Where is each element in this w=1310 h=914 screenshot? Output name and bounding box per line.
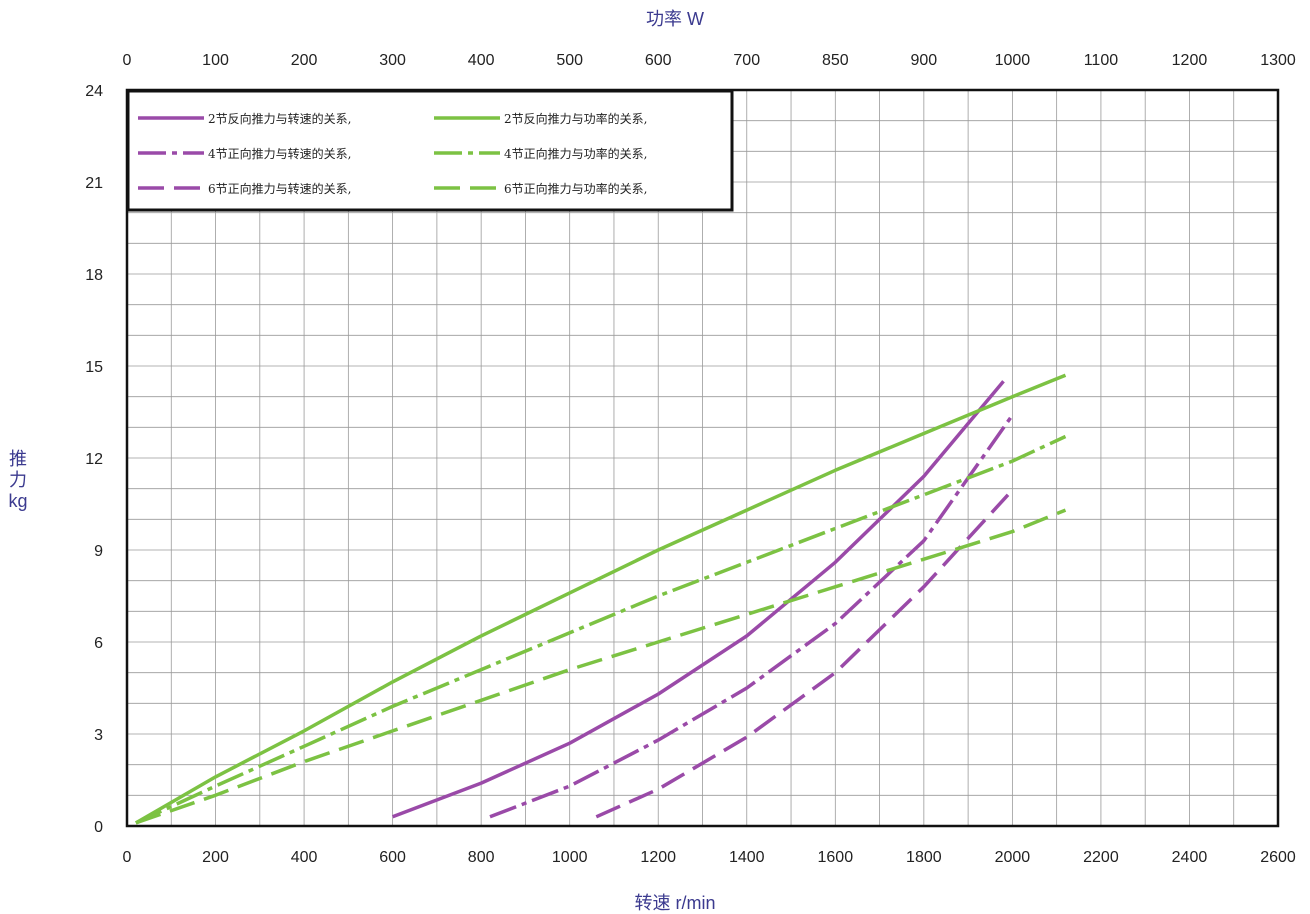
top-axis-tick-label: 1100 xyxy=(1084,52,1119,69)
x-tick-label: 200 xyxy=(202,849,229,866)
y-axis-title-line-2: 力 xyxy=(9,470,27,490)
x-tick-label: 1200 xyxy=(640,849,676,866)
top-axis-tick-label: 500 xyxy=(556,52,583,69)
legend-label-2: 2节反向推力与功率的关系, xyxy=(504,111,647,126)
top-axis-tick-label: 1000 xyxy=(995,52,1031,69)
x-tick-label: 800 xyxy=(468,849,495,866)
x-tick-label: 2400 xyxy=(1172,849,1208,866)
y-tick-label: 21 xyxy=(85,175,103,192)
y-tick-label: 24 xyxy=(85,83,103,100)
top-axis-tick-label: 700 xyxy=(733,52,760,69)
y-tick-label: 3 xyxy=(94,727,103,744)
top-axis-tick-label: 300 xyxy=(379,52,406,69)
series-line-6 xyxy=(135,508,1067,825)
top-axis-tick-label: 200 xyxy=(291,52,318,69)
y-axis-title-line-1: 推 xyxy=(9,449,27,469)
legend: 2节反向推力与转速的关系, 2节反向推力与功率的关系, 4节正向推力与转速的关系, 4… xyxy=(126,89,734,212)
legend-label-1: 2节反向推力与转速的关系, xyxy=(208,111,351,126)
y-axis-title-line-3: kg xyxy=(8,491,27,511)
y-tick-label: 18 xyxy=(85,267,103,284)
top-axis-title: 功率 W xyxy=(646,9,704,29)
x-tick-label: 2600 xyxy=(1260,849,1296,866)
series-line-2 xyxy=(135,373,1067,825)
y-tick-label: 15 xyxy=(85,359,103,376)
y-tick-label: 0 xyxy=(94,819,103,836)
y-axis-ticks: 0 3 6 9 12 15 18 21 24 xyxy=(85,83,103,836)
x-tick-label: 1600 xyxy=(818,849,854,866)
series-line-5 xyxy=(595,493,1010,819)
legend-label-5: 6节正向推力与转速的关系, xyxy=(208,181,351,196)
y-tick-label: 12 xyxy=(85,451,103,468)
legend-label-3: 4节正向推力与转速的关系, xyxy=(208,146,351,161)
series-line-1 xyxy=(391,380,1005,819)
x-tick-label: 400 xyxy=(291,849,318,866)
y-tick-label: 6 xyxy=(94,635,103,652)
x-axis-ticks: 0 200 400 600 800 1000 1200 1400 1600 1800 2000 220… xyxy=(123,849,1296,866)
top-axis-tick-label: 600 xyxy=(645,52,672,69)
top-axis-ticks: 0 100 200 300 400 500 600 700 850 900 1000 1100 1200… xyxy=(123,52,1296,69)
grid xyxy=(127,90,1278,826)
top-axis-tick-label: 400 xyxy=(468,52,495,69)
legend-label-6: 6节正向推力与功率的关系, xyxy=(504,181,647,196)
x-tick-label: 2200 xyxy=(1083,849,1119,866)
x-tick-label: 1400 xyxy=(729,849,765,866)
series-line-4 xyxy=(135,434,1067,825)
x-axis-title: 转速 r/min xyxy=(635,893,716,913)
legend-box xyxy=(126,89,734,212)
top-axis-tick-label: 900 xyxy=(910,52,937,69)
top-axis-tick-label: 850 xyxy=(822,52,849,69)
top-axis-tick-label: 100 xyxy=(202,52,229,69)
y-tick-label: 9 xyxy=(94,543,103,560)
x-tick-label: 600 xyxy=(379,849,406,866)
legend-label-4: 4节正向推力与功率的关系, xyxy=(504,146,647,161)
x-tick-label: 1800 xyxy=(906,849,942,866)
x-tick-label: 0 xyxy=(123,849,132,866)
x-tick-label: 1000 xyxy=(552,849,588,866)
top-axis-tick-label: 1200 xyxy=(1172,52,1208,69)
series-line-3 xyxy=(489,414,1014,819)
top-axis-tick-label: 0 xyxy=(123,52,132,69)
x-tick-label: 2000 xyxy=(995,849,1031,866)
top-axis-tick-label: 1300 xyxy=(1260,52,1296,69)
series-lines xyxy=(135,373,1067,825)
